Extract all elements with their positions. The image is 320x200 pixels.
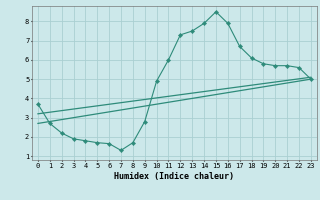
X-axis label: Humidex (Indice chaleur): Humidex (Indice chaleur)	[115, 172, 234, 181]
